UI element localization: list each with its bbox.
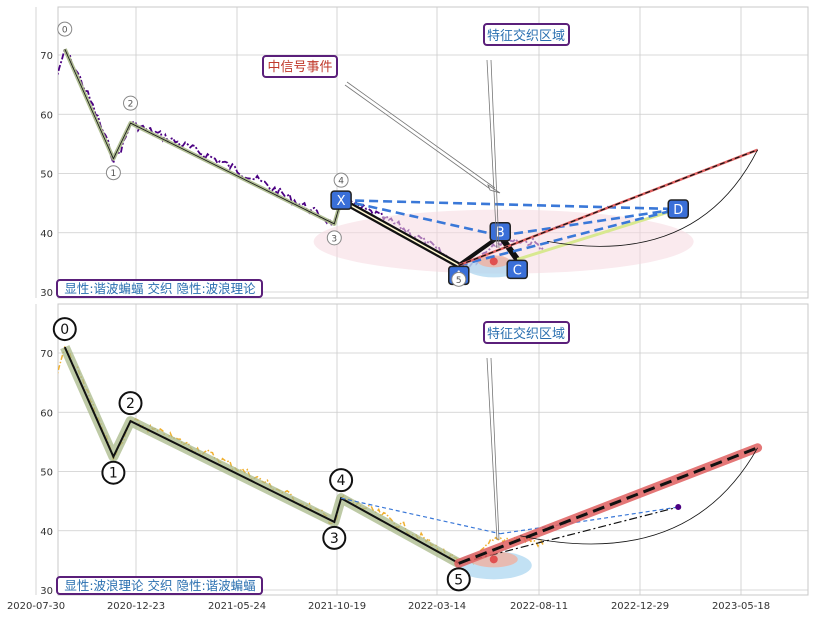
wave-point-3-label: 3 [331, 234, 337, 244]
feature-zone-box [483, 321, 570, 344]
y-tick-label: 30 [40, 586, 53, 597]
wave-point-3-marker [326, 230, 342, 246]
wave-point-5-marker [446, 567, 471, 592]
harmonic-leg-cd [516, 207, 679, 261]
target-line-dash [458, 149, 758, 266]
feature-zone-annotation: 特征交织区域 [483, 23, 570, 249]
signal-event-arrow [344, 81, 496, 192]
wave-point-0-marker [57, 21, 73, 37]
wave-point-3-label: 3 [330, 531, 339, 547]
x-tick-label: 2021-05-24 [208, 601, 266, 612]
harmonic-point-x-box [330, 190, 352, 210]
y-tick-label: 30 [40, 288, 53, 299]
wave-point-3-marker [322, 525, 347, 550]
x-tick-label: 2022-08-11 [510, 601, 568, 612]
harmonic-point-c-box [506, 259, 528, 280]
wave-point-4-label: 4 [338, 177, 344, 187]
x-axis: 2020-07-30 2020-12-23 2021-05-24 2021-10-19… [7, 601, 770, 612]
projection-arc [547, 149, 758, 247]
feature-zone-dot [489, 257, 498, 266]
y-tick-label: 50 [40, 468, 53, 479]
x-tick-label: 2022-03-14 [408, 601, 466, 612]
wave-point-1-marker [101, 460, 126, 485]
wave-point-4-marker [333, 172, 349, 188]
target-line-base [454, 443, 763, 568]
wave-point-0-label: 0 [62, 26, 68, 36]
legend: 显性:谐波蝙蝠 交织 隐性:波浪理论 [56, 279, 263, 298]
wave-point-4-label: 4 [337, 473, 346, 489]
x-tick-label: 2020-07-30 [7, 601, 65, 612]
feature-zone-box [483, 23, 570, 46]
harmonic-dash-bd [500, 506, 679, 535]
harmonic-dash-xb [340, 497, 501, 535]
harmonic-point-x-label: X [337, 194, 346, 209]
legend-box [56, 279, 263, 298]
harmonic-dash-2 [500, 207, 679, 237]
wave-point-1-label: 1 [109, 466, 118, 482]
harmonic-point-b-label: B [496, 226, 505, 241]
y-tick-label: 70 [40, 349, 53, 360]
wave-point-5-marker [451, 271, 467, 287]
feature-zone-annotation: 特征交织区域 [483, 321, 570, 541]
wave-point-4-marker [329, 468, 354, 493]
x-tick-label: 2022-12-29 [611, 601, 669, 612]
feature-zone-label: 特征交织区域 [487, 28, 565, 44]
wave-point-5-label: 5 [454, 572, 463, 588]
wave-point-1-label: 1 [111, 169, 117, 179]
y-tick-label: 40 [40, 527, 53, 538]
harmonic-dash-0 [341, 198, 679, 211]
y-tick-label: 70 [40, 51, 53, 62]
wave-line [63, 346, 460, 565]
harmonic-point-c-label: C [513, 263, 522, 278]
legend: 显性:波浪理论 交织 隐性:谐波蝙蝠 [56, 576, 263, 595]
y-tick-label: 60 [40, 408, 53, 419]
projection-arc [520, 447, 758, 545]
wave-point-2-label: 2 [126, 396, 135, 412]
signal-event-annotation: 中信号事件 [262, 55, 501, 194]
wave-point-2-label: 2 [128, 100, 134, 110]
top-panel: 3040506070XABCD012345中信号事件特征交织区域显性:谐波蝙蝠 … [35, 6, 809, 299]
legend-label: 显性:波浪理论 交织 隐性:谐波蝙蝠 [64, 578, 255, 593]
wave-point-1-marker [105, 165, 121, 181]
y-tick-label: 40 [40, 229, 53, 240]
harmonic-leg-xa-inner [340, 199, 460, 266]
wave-point-0-label: 0 [60, 322, 69, 338]
wave-point-2-marker [118, 391, 143, 416]
wave-point-2-marker [123, 95, 139, 111]
legend-box [56, 576, 263, 595]
harmonic-point-b-box [489, 221, 511, 242]
y-tick-label: 50 [40, 170, 53, 181]
signal-event-box [262, 55, 338, 78]
feature-zone-arrow [486, 59, 500, 249]
x-tick-label: 2021-10-19 [308, 601, 366, 612]
harmonic-point-d-label: D [673, 203, 683, 218]
feature-zone-arrow [486, 357, 500, 541]
feature-zone-label: 特征交织区域 [487, 326, 565, 342]
signal-event-label: 中信号事件 [267, 60, 332, 75]
harmonic-dash-3 [458, 207, 679, 267]
feature-zone-dot [489, 555, 498, 564]
y-tick-label: 60 [40, 110, 53, 121]
x-tick-label: 2020-12-23 [107, 601, 165, 612]
x-tick-label: 2023-05-18 [712, 601, 770, 612]
legend-label: 显性:谐波蝙蝠 交织 隐性:波浪理论 [64, 281, 256, 296]
wave-point-5-label: 5 [456, 276, 462, 286]
harmonic-point-d-box [667, 199, 689, 219]
plot-content [58, 345, 763, 580]
wave-point-0-marker [52, 317, 77, 342]
harmonic-end-dot [675, 504, 682, 511]
